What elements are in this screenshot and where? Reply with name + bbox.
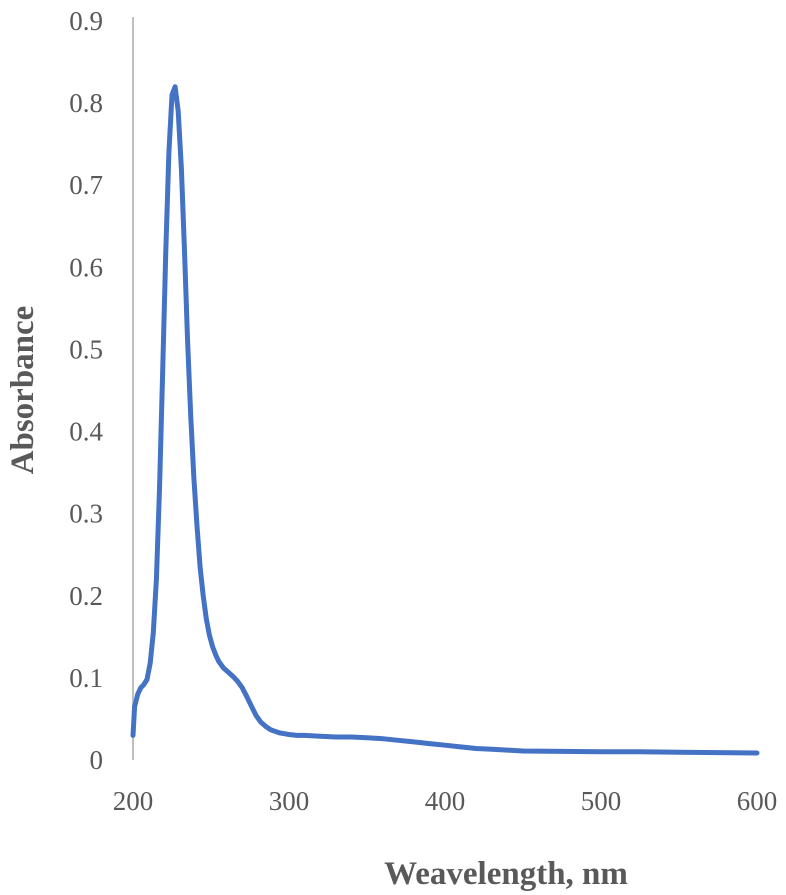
y-tick-label: 0.7: [69, 170, 103, 200]
y-axis-title: Absorbance: [5, 306, 41, 475]
y-tick-labels: 0 0.1 0.2 0.3 0.4 0.5 0.6 0.7 0.8 0.9: [69, 6, 103, 775]
x-tick-label: 300: [269, 786, 310, 816]
y-tick-label: 0.8: [69, 88, 103, 118]
y-tick-label: 0.1: [69, 663, 103, 693]
y-tick-label: 0.4: [69, 417, 103, 447]
y-tick-label: 0.2: [69, 581, 103, 611]
absorbance-series-line: [130, 84, 760, 756]
x-tick-label: 200: [113, 786, 154, 816]
x-tick-labels: 200 300 400 500 600: [113, 786, 778, 816]
x-tick-label: 400: [425, 786, 466, 816]
x-axis-title: Weavelength, nm: [384, 856, 628, 892]
y-tick-label: 0.3: [69, 499, 103, 529]
y-tick-label: 0.9: [69, 6, 103, 36]
y-tick-label: 0.6: [69, 252, 103, 282]
x-tick-label: 500: [581, 786, 622, 816]
y-tick-label: 0.5: [69, 334, 103, 364]
x-tick-label: 600: [737, 786, 778, 816]
y-tick-label: 0: [90, 745, 104, 775]
